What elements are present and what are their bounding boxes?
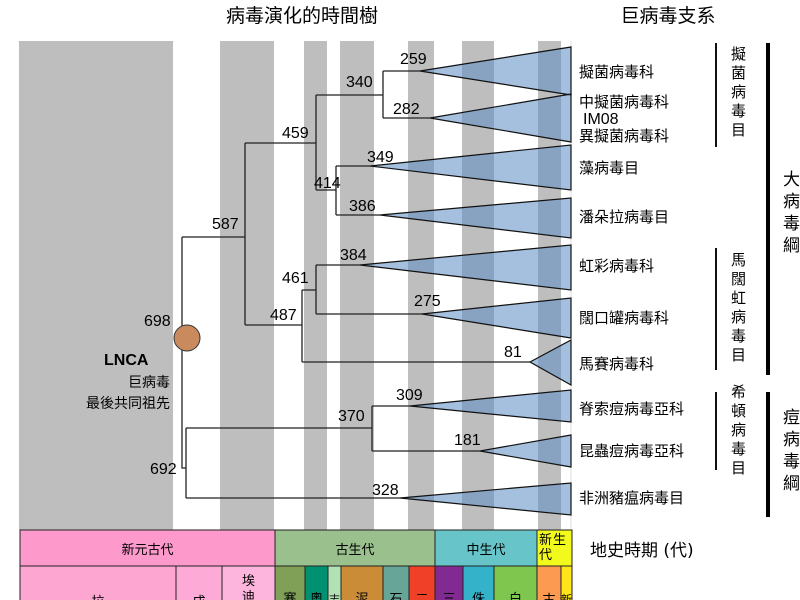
period-cell: [434, 565, 464, 600]
clade-triangles: [359, 46, 572, 516]
node-age-label: 349: [367, 149, 394, 166]
taxon-label: IM08: [583, 111, 619, 128]
root-age-label: 698: [144, 313, 171, 330]
node-age-label: 692: [150, 461, 177, 478]
root-desc: 巨病毒: [128, 375, 170, 391]
node-age-label: 309: [396, 387, 423, 404]
node-age-label: 370: [338, 408, 365, 425]
period-cell: [19, 565, 177, 600]
period-label: 侏: [472, 592, 485, 600]
class-label: 痘病毒綱: [779, 408, 799, 496]
clade-triangle: [429, 93, 572, 143]
period-cell: [493, 565, 538, 600]
period-label: 寒: [283, 591, 296, 600]
order-label: 擬菌病毒目: [729, 46, 747, 141]
era-label: 新生代: [539, 533, 568, 563]
period-label: 奧: [310, 592, 323, 600]
taxon-label: 闊口罐病毒科: [579, 309, 669, 327]
taxon-label: 馬賽病毒科: [579, 355, 654, 373]
branch: [182, 143, 246, 325]
period-cell: [175, 565, 223, 600]
period-label: 埃迪: [242, 574, 255, 600]
clade-triangle: [419, 46, 572, 96]
branch: [185, 405, 480, 499]
order-label: 馬闊虹病毒目: [729, 252, 747, 366]
period-label: 拉: [91, 595, 104, 600]
clade-triangle: [379, 197, 572, 239]
era-label: 古生代: [335, 543, 374, 558]
clade-triangle: [409, 389, 572, 423]
branch: [245, 95, 317, 190]
node-age-label: 275: [414, 293, 441, 310]
node-age-label: 461: [282, 270, 309, 287]
node-age-label: 181: [454, 432, 481, 449]
branch: [181, 237, 186, 469]
branch: [245, 264, 530, 363]
node-age-label: 386: [349, 198, 376, 215]
time-band: [19, 41, 173, 530]
figure-title: 病毒演化的時間樹: [226, 5, 378, 27]
taxon-label: 異擬菌病毒科: [579, 127, 669, 145]
node-age-label: 282: [393, 101, 420, 118]
clade-triangle: [399, 482, 572, 516]
node-age-label: 259: [400, 51, 427, 68]
period-label: 三: [442, 592, 455, 600]
time-band: [408, 41, 434, 530]
period-label: 古: [542, 593, 555, 600]
era-cell: [536, 529, 573, 567]
period-label: 成: [192, 595, 205, 600]
period-cell: [560, 565, 573, 600]
period-cell: [221, 565, 276, 600]
period-cell: [274, 565, 306, 600]
node-age-label: 340: [346, 74, 373, 91]
clade-triangle: [369, 144, 572, 191]
clade-triangle: [528, 338, 572, 387]
clade-header: 巨病毒支系: [620, 5, 715, 27]
labels: 587 459 340 259 282 414 349 386 487 461 384 275 81 69…: [86, 5, 770, 517]
period-cell: [408, 565, 436, 600]
taxon-label: 非洲豬瘟病毒目: [579, 489, 684, 507]
lnca-label: LNCA: [104, 352, 149, 369]
branch: [316, 165, 380, 216]
node-age-label: 459: [282, 125, 309, 142]
period-label: 新: [561, 592, 572, 600]
node-age-label: 587: [212, 216, 239, 233]
period-label: 志: [329, 593, 340, 600]
taxon-label: 藻病毒目: [579, 159, 639, 177]
node-age-label: 487: [270, 307, 297, 324]
time-band: [340, 41, 374, 530]
taxon-label: 擬菌病毒科: [579, 63, 654, 81]
node-age-label: 384: [340, 247, 367, 264]
branch: [316, 70, 430, 119]
order-label: 希頓病毒目: [729, 384, 747, 479]
tree-branches: [173, 70, 530, 499]
clade-triangle: [479, 434, 572, 468]
clade-triangle: [421, 297, 572, 339]
class-label: 大病毒綱: [779, 170, 799, 258]
clade-triangle: [359, 244, 572, 291]
era-cell: [274, 529, 436, 567]
node-age-label: 81: [504, 344, 522, 361]
taxon-label: 昆蟲痘病毒亞科: [579, 442, 684, 460]
root-desc: 最後共同祖先: [86, 396, 170, 412]
period-label: 石: [389, 592, 402, 600]
taxon-label: 脊索痘病毒亞科: [579, 400, 684, 418]
geologic-timescale: 新元古代 古生代 中生代拉 成 埃迪寒 奧志 泥 石 二 三 侏 白 古新 地史時期 (代): [19, 529, 694, 600]
period-label: 二: [415, 592, 428, 600]
period-label: 泥: [355, 592, 368, 600]
node-age-label: 328: [372, 482, 399, 499]
taxon-label: 虹彩病毒科: [579, 257, 654, 275]
node-age-label: 414: [314, 175, 341, 192]
timescale-label: 地史時期 (代): [590, 541, 694, 561]
taxon-label: 潘朵拉病毒目: [579, 208, 669, 226]
taxon-label: 中擬菌病毒科: [579, 93, 669, 111]
era-label: 新元古代: [121, 542, 173, 558]
period-label: 白: [509, 591, 522, 600]
era-label: 中生代: [466, 543, 505, 558]
root-node-marker: [173, 324, 201, 352]
time-band: [220, 41, 274, 530]
